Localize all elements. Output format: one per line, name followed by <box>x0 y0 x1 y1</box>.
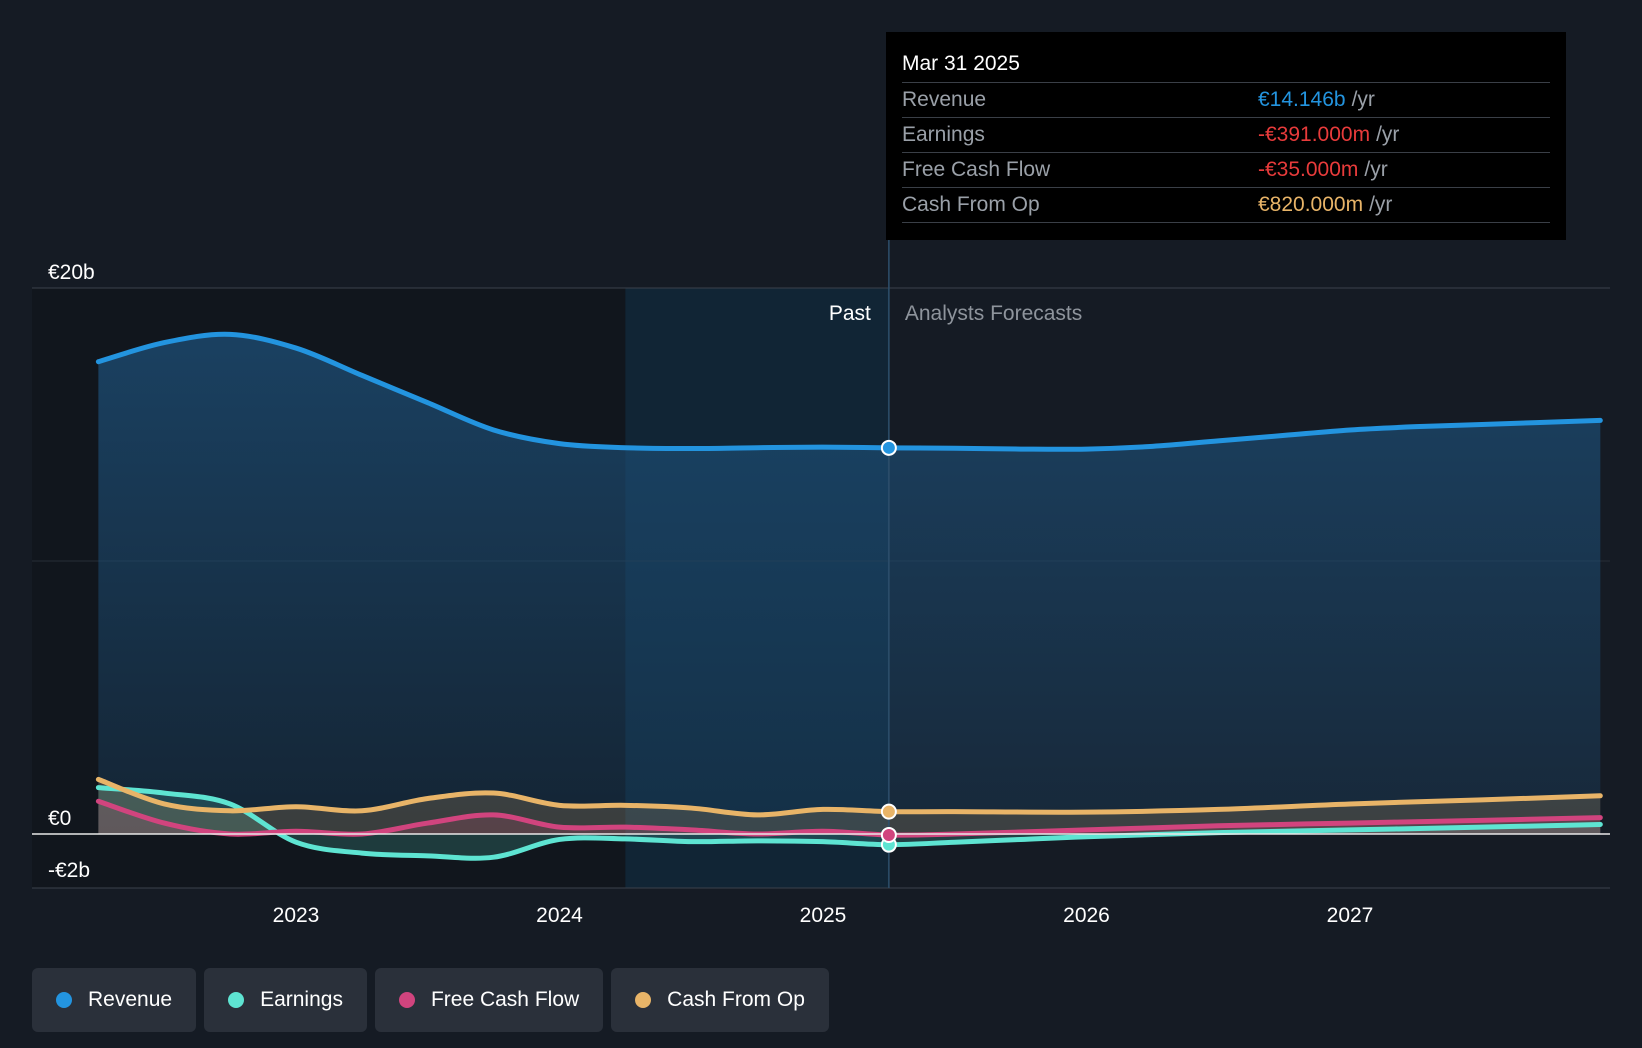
legend-item-revenue[interactable]: Revenue <box>32 968 197 1032</box>
revenue-marker <box>880 439 897 456</box>
tooltip-unit: /yr <box>1364 158 1388 181</box>
x-axis-tick-label: 2024 <box>536 904 583 927</box>
tooltip-label: Earnings <box>902 123 985 146</box>
tooltip-row-free-cash-flow: Free Cash Flow -€35.000m /yr <box>902 153 1550 188</box>
tooltip-date: Mar 31 2025 <box>902 46 1550 83</box>
revenue-line <box>95 331 1603 452</box>
free-cash-flow-dot-icon <box>398 992 415 1008</box>
legend: Revenue Earnings Free Cash Flow Cash Fro… <box>32 968 829 1032</box>
y-axis-label: €0 <box>48 807 71 830</box>
past-label: Past <box>829 302 871 325</box>
legend-item-earnings[interactable]: Earnings <box>204 968 367 1032</box>
tooltip-row-earnings: Earnings -€391.000m /yr <box>902 118 1550 153</box>
tooltip-row-revenue: Revenue €14.146b /yr <box>902 83 1550 118</box>
earnings-dot-icon <box>228 992 245 1008</box>
earnings-line <box>95 785 1603 861</box>
tooltip-value: €14.146b <box>1258 88 1346 111</box>
tooltip: Mar 31 2025 Revenue €14.146b /yr Earning… <box>886 32 1566 240</box>
free-cash-flow-marker <box>880 826 897 843</box>
tooltip-value: €820.000m <box>1258 193 1364 216</box>
legend-label: Free Cash Flow <box>430 988 580 1011</box>
earnings-area <box>98 787 1601 859</box>
tooltip-row-cash-from-op: Cash From Op €820.000m /yr <box>902 188 1550 223</box>
legend-item-cash-from-op[interactable]: Cash From Op <box>611 968 829 1032</box>
cash-from-op-dot-icon <box>635 992 652 1008</box>
tooltip-label: Revenue <box>902 88 987 111</box>
revenue-dot-icon <box>56 992 72 1008</box>
forecast-label: Analysts Forecasts <box>905 302 1082 325</box>
tooltip-label: Free Cash Flow <box>902 158 1051 181</box>
legend-label: Cash From Op <box>667 988 805 1011</box>
cash-from-op-area <box>98 779 1601 834</box>
free-cash-flow-line <box>95 798 1603 838</box>
tooltip-unit: /yr <box>1351 88 1375 111</box>
legend-label: Revenue <box>88 988 173 1011</box>
tooltip-value: -€35.000m <box>1258 158 1359 181</box>
x-axis-tick-label: 2026 <box>1063 904 1110 927</box>
legend-item-free-cash-flow[interactable]: Free Cash Flow <box>374 968 604 1032</box>
revenue-area <box>98 334 1601 834</box>
x-axis-tick-label: 2025 <box>800 904 847 927</box>
x-axis-tick-label: 2023 <box>273 904 320 927</box>
tooltip-unit: /yr <box>1376 123 1400 146</box>
tooltip-label: Cash From Op <box>902 193 1040 216</box>
cash-from-op-marker <box>880 803 897 820</box>
x-axis-tick-label: 2027 <box>1327 904 1374 927</box>
legend-label: Earnings <box>260 988 343 1011</box>
cash-from-op-line <box>95 776 1603 818</box>
tooltip-unit: /yr <box>1369 193 1393 216</box>
y-axis-label: -€2b <box>48 859 90 882</box>
tooltip-value: -€391.000m <box>1258 123 1371 146</box>
y-axis-label: €20b <box>48 261 95 284</box>
